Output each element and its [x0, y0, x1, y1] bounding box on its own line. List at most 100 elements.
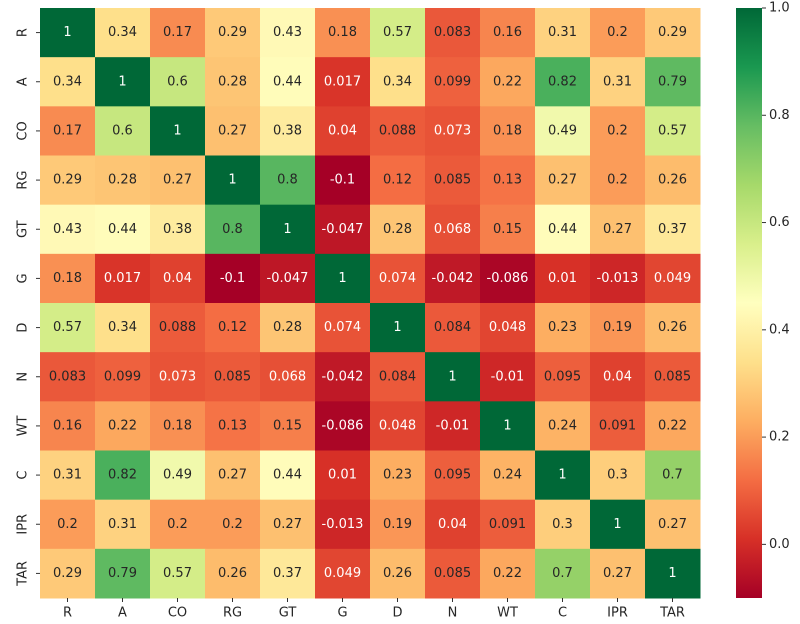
heatmap-cell [645, 548, 701, 599]
heatmap-cell [535, 155, 591, 206]
cell-label: 0.01 [328, 468, 357, 483]
cell-label: 0.57 [383, 25, 412, 40]
cell-label: 0.82 [108, 468, 137, 483]
x-tick-label: WT [497, 606, 518, 621]
heatmap-cell [260, 155, 316, 206]
heatmap-cell [535, 253, 591, 304]
heatmap-cell [95, 499, 151, 550]
cell-label: 0.074 [379, 271, 416, 286]
cell-label: 0.19 [603, 320, 632, 335]
cell-label: 0.7 [662, 468, 683, 483]
heatmap-cell [425, 106, 481, 156]
cell-label: 0.38 [273, 123, 302, 138]
heatmap-cell [315, 8, 371, 58]
cell-label: 0.04 [603, 369, 632, 384]
heatmap-cell [535, 499, 591, 550]
cell-label: 0.16 [493, 25, 522, 40]
heatmap-cell [95, 106, 151, 156]
heatmap-cell [315, 253, 371, 304]
heatmap-cell [315, 548, 371, 599]
y-tick-label: RG [16, 171, 31, 190]
heatmap-cell [205, 155, 261, 206]
heatmap-cell [370, 106, 426, 156]
cell-label: 0.31 [548, 25, 577, 40]
cell-label: 0.017 [104, 271, 141, 286]
y-tick-label: N [16, 372, 31, 382]
cell-label: 1 [283, 222, 291, 237]
cell-label: 1 [338, 271, 346, 286]
heatmap-cell [425, 401, 481, 451]
heatmap-cell [315, 352, 371, 402]
cell-label: 0.8 [222, 222, 243, 237]
cell-label: 0.17 [53, 123, 82, 138]
cell-label: 0.37 [658, 222, 687, 237]
cell-label: 0.084 [379, 369, 416, 384]
heatmap-cell [425, 499, 481, 550]
y-tick-label: GT [16, 220, 31, 238]
cell-label: 0.3 [607, 468, 628, 483]
heatmap-cell [95, 253, 151, 304]
heatmap-cell [260, 57, 316, 107]
x-tick-label: D [392, 606, 402, 621]
cell-label: 0.048 [379, 418, 416, 433]
cell-label: 1 [613, 517, 621, 532]
colorbar-tick-label: 0.4 [769, 322, 790, 337]
heatmap-cell [480, 57, 536, 107]
heatmap-cell [40, 204, 96, 255]
cell-label: 0.24 [548, 418, 577, 433]
cell-label: 0.37 [273, 566, 302, 581]
cell-label: 0.22 [493, 566, 522, 581]
heatmap-cell [260, 253, 316, 304]
cell-label: 0.073 [434, 123, 471, 138]
heatmap-cell [150, 204, 206, 255]
cell-label: 0.34 [383, 74, 412, 89]
cell-label: -0.013 [597, 271, 639, 286]
cell-label: 0.34 [108, 320, 137, 335]
cell-label: 0.26 [218, 566, 247, 581]
heatmap-cell [645, 8, 701, 58]
x-tick-label: C [558, 606, 567, 621]
heatmap-cell [370, 401, 426, 451]
cell-label: 0.083 [49, 369, 86, 384]
cell-label: 0.085 [214, 369, 251, 384]
cell-label: 0.099 [104, 369, 141, 384]
colorbar-tick-label: 0.0 [769, 537, 790, 552]
x-tick-label: A [118, 606, 127, 621]
cell-label: 0.7 [552, 566, 573, 581]
heatmap-cell [205, 303, 261, 353]
y-tick-label: R [16, 28, 31, 37]
cell-label: 0.04 [438, 517, 467, 532]
heatmap-cell [260, 352, 316, 402]
cell-label: 0.27 [218, 468, 247, 483]
cell-label: 0.79 [658, 74, 687, 89]
heatmap-cell [480, 106, 536, 156]
heatmap-cell [40, 253, 96, 304]
cell-label: 0.79 [108, 566, 137, 581]
heatmap-cell [40, 8, 96, 58]
cell-label: -0.047 [267, 271, 309, 286]
cell-label: 0.27 [218, 123, 247, 138]
cell-label: -0.01 [436, 418, 470, 433]
heatmap-cell [95, 401, 151, 451]
heatmap-cell [645, 57, 701, 107]
cell-label: -0.047 [322, 222, 364, 237]
y-tick-label: WT [16, 415, 31, 436]
cell-label: 0.085 [654, 369, 691, 384]
colorbar-tick-label: 1.0 [769, 1, 790, 16]
heatmap-cell [425, 253, 481, 304]
cell-label: 0.29 [658, 25, 687, 40]
heatmap-cell [645, 401, 701, 451]
cell-label: 0.24 [493, 468, 522, 483]
cell-label: 0.18 [328, 25, 357, 40]
cell-label: -0.086 [487, 271, 529, 286]
heatmap-cell [150, 548, 206, 599]
heatmap-cell [645, 450, 701, 501]
heatmap-cell [95, 450, 151, 501]
cell-label: 0.6 [167, 74, 188, 89]
cell-label: 0.16 [53, 418, 82, 433]
heatmap-cell [370, 450, 426, 501]
heatmap-cell [260, 450, 316, 501]
heatmap-cell [590, 352, 646, 402]
heatmap-cell [260, 548, 316, 599]
heatmap-cell [95, 155, 151, 206]
